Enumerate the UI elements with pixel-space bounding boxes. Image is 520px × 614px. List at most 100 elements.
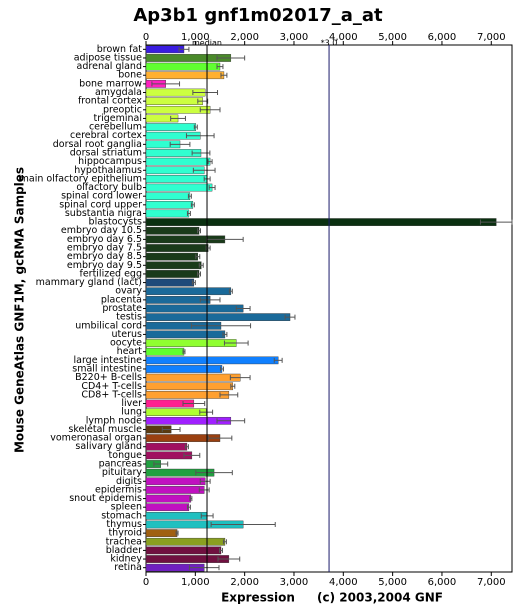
category-label: substantia nigra	[65, 208, 142, 219]
bar	[145, 339, 237, 347]
x-tick-label-bottom: 3,000	[280, 577, 309, 588]
x-tick-label-bottom: 0	[143, 577, 149, 588]
bar	[145, 97, 203, 105]
category-label: dorsal root ganglia	[53, 139, 142, 150]
bar	[145, 183, 213, 192]
category-label: thymus	[106, 519, 142, 530]
category-label: frontal cortex	[78, 96, 142, 107]
category-label: bladder	[106, 545, 142, 556]
x-tick-label-bottom: 6,000	[428, 577, 457, 588]
x-tick-label-bottom: 4,000	[329, 577, 358, 588]
bar	[145, 555, 230, 563]
bar	[145, 391, 230, 399]
category-label: stomach	[101, 510, 142, 521]
x-tick-label-bottom: 7,000	[477, 577, 506, 588]
bar	[145, 218, 497, 226]
bar	[145, 252, 198, 261]
category-label: B220+ B-cells	[75, 372, 142, 383]
category-label: cerebral cortex	[70, 130, 142, 141]
category-label: retina	[114, 562, 142, 573]
bar	[145, 442, 188, 451]
bar	[145, 382, 234, 391]
category-label: trigeminal	[93, 113, 142, 124]
category-label: embryo day 9.5	[67, 260, 142, 271]
bar	[145, 200, 194, 209]
category-label: large intestine	[73, 355, 142, 366]
x-tick-label-top: 5,000	[378, 32, 407, 43]
category-label: digits	[116, 476, 142, 487]
bar	[145, 123, 197, 131]
bar	[145, 503, 190, 512]
category-label: adrenal gland	[77, 61, 142, 72]
category-label: small intestine	[72, 363, 142, 374]
category-label: amygdala	[95, 87, 142, 98]
category-label: CD4+ T-cells	[81, 381, 142, 392]
x-tick-label-bottom: 5,000	[378, 577, 407, 588]
category-label: embryo day 8.5	[67, 251, 142, 262]
bar	[145, 157, 211, 166]
bar	[145, 261, 202, 270]
x-tick-label-top: 4,000	[329, 32, 358, 43]
category-label: dorsal striatum	[70, 147, 142, 158]
category-label: placenta	[101, 294, 142, 305]
bar	[145, 486, 205, 494]
category-label: main olfactory epithelium	[20, 173, 142, 184]
category-label: olfactory bulb	[76, 182, 142, 193]
bar	[145, 365, 223, 373]
bar	[145, 356, 279, 365]
category-label: testis	[116, 312, 142, 323]
category-label: pancreas	[99, 459, 142, 470]
category-label: tongue	[109, 450, 143, 461]
category-label: cerebellum	[89, 122, 142, 133]
bar	[145, 313, 291, 321]
category-label: bone	[118, 70, 142, 81]
category-label: hippocampus	[78, 156, 142, 167]
bar	[145, 175, 208, 183]
bar	[145, 494, 192, 503]
category-label: lymph node	[86, 415, 142, 426]
x-tick-label-top: 1,000	[181, 32, 210, 43]
bar	[145, 192, 191, 201]
copyright: (c) 2003,2004 GNF	[317, 591, 443, 605]
bar	[145, 546, 222, 555]
bar	[145, 62, 221, 71]
category-label: trachea	[106, 536, 142, 547]
bar	[145, 330, 226, 339]
category-label: lung	[121, 407, 142, 418]
bar	[145, 408, 207, 417]
category-label: bone marrow	[79, 78, 142, 89]
category-label: snout epidemis	[69, 493, 142, 504]
bar	[145, 226, 200, 235]
bar	[145, 477, 206, 486]
category-label: embryo day 6.5	[67, 234, 142, 245]
x-tick-label-top: 0	[143, 32, 149, 43]
category-label: epidermis	[95, 484, 142, 495]
category-label: vomeronasal organ	[50, 433, 142, 444]
x-tick-label-top: 7,000	[477, 32, 506, 43]
bar	[145, 244, 209, 252]
category-label: spleen	[111, 502, 142, 513]
bar	[145, 45, 185, 54]
x-tick-label-bottom: 1,000	[181, 577, 210, 588]
x-tick-label-top: 6,000	[428, 32, 457, 43]
category-label: ovary	[115, 286, 142, 297]
median-label: median	[192, 39, 222, 48]
bar	[145, 512, 208, 520]
category-label: uterus	[112, 329, 143, 340]
bar	[145, 287, 232, 296]
category-label: fertilized egg	[79, 268, 142, 279]
category-label: liver	[121, 398, 142, 409]
bar	[145, 347, 185, 356]
bar	[145, 278, 195, 287]
category-label: skeletal muscle	[68, 424, 142, 435]
category-label: pituitary	[102, 467, 143, 478]
bar	[145, 270, 200, 278]
category-label: prostate	[102, 303, 142, 314]
category-label: heart	[117, 346, 143, 357]
category-label: thyroid	[108, 528, 142, 539]
x-tick-label-bottom: 2,000	[230, 577, 259, 588]
category-label: CD8+ T-cells	[81, 389, 142, 400]
bar	[145, 304, 244, 313]
category-label: embryo day 10.5	[61, 225, 142, 236]
